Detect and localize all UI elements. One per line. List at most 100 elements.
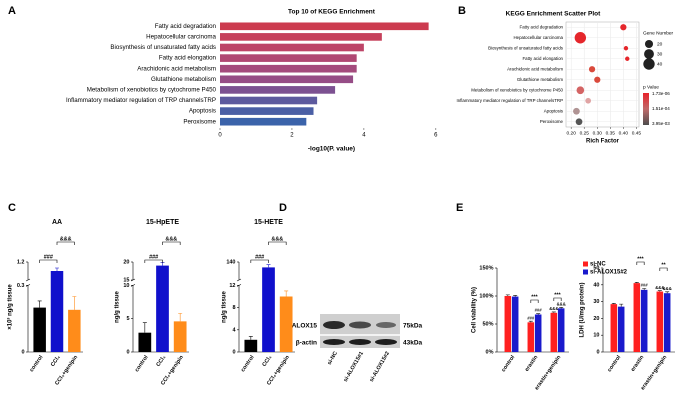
bar <box>220 75 354 84</box>
blot-band <box>349 321 371 329</box>
legend-symbol <box>644 39 654 49</box>
y-tick-label: 50% <box>482 321 493 327</box>
x-tick-label: 4 <box>362 133 366 139</box>
x-tick-label: 0.20 <box>567 130 577 136</box>
error-bar <box>37 300 42 308</box>
panel-letter: A <box>8 5 16 17</box>
significance-bracket <box>530 299 539 303</box>
significance-bracket <box>553 297 562 301</box>
y-tick-label: 0 <box>126 349 129 355</box>
y-tick-label: Metabolism of xenobiotics by cytochrome … <box>471 87 563 92</box>
error-bar <box>551 311 556 313</box>
legend-swatch <box>583 261 588 267</box>
legend-label: 1.73e-06 <box>652 91 670 96</box>
error-bar <box>266 264 271 268</box>
significance-label: &&& <box>165 236 177 242</box>
western-blot: ALOX15 β-actin 75kDa 43kDa si-NC si-ALOX… <box>292 314 423 383</box>
y-tick-label: Fatty acid elongation <box>522 56 563 61</box>
protein-label: ALOX15 <box>292 323 318 330</box>
y-tick-label: Apoptosis <box>544 108 564 113</box>
y-tick-label: Fatty acid degradation <box>520 24 564 29</box>
bar <box>220 107 314 115</box>
y-tick-label: Metabolism of xenobiotics by cytochrome … <box>87 87 217 94</box>
y-tick-label: Peroxisome <box>183 118 216 125</box>
significance-bracket <box>659 267 668 271</box>
y-tick-label: Glutathione metabolism <box>517 77 563 82</box>
y-tick-label: 8 <box>232 305 235 311</box>
significance-label: ### <box>149 254 158 260</box>
bar-symbol: ### <box>527 315 535 320</box>
bar <box>50 271 64 352</box>
bar <box>220 64 357 73</box>
point <box>585 97 592 104</box>
y-axis-label: Cell viability (%) <box>472 287 478 333</box>
y-tick-label: 0.3 <box>17 283 25 289</box>
significance-bracket <box>39 259 58 263</box>
significance-bracket <box>268 241 287 245</box>
legend-title: Gene Number <box>643 30 674 36</box>
y-tick-label: Apoptosis <box>189 108 216 115</box>
size-label: 43kDa <box>403 340 423 347</box>
error-bar <box>55 267 59 271</box>
x-tick-label: 0.25 <box>580 130 590 136</box>
size-label: 75kDa <box>403 323 423 330</box>
error-bar <box>248 336 253 340</box>
x-axis-label: Rich Factor <box>586 139 620 145</box>
bar <box>640 289 648 352</box>
error-bar <box>513 295 518 297</box>
legend-title: p Value <box>643 84 659 90</box>
y-tick-label: Glutathione metabolism <box>151 76 216 83</box>
chart-title: 15-HpETE <box>146 219 179 226</box>
x-tick-label: 0.35 <box>606 130 616 136</box>
significance-label: &&& <box>60 236 72 242</box>
bar <box>220 33 382 41</box>
bar <box>663 293 671 352</box>
bar <box>527 322 535 352</box>
y-tick-label: 15 <box>123 277 129 283</box>
y-tick-label: Peroxisome <box>540 119 564 124</box>
bar <box>617 306 625 352</box>
bar <box>534 314 542 352</box>
y-tick-label: Biosynthesis of unsaturated fatty acids <box>110 44 216 51</box>
bar <box>550 312 558 352</box>
bar <box>262 267 275 352</box>
bar <box>511 296 519 352</box>
bar-symbol: ### <box>535 308 543 313</box>
legend-label: 3.95e-03 <box>652 121 670 126</box>
y-tick-label: 1.2 <box>17 259 25 265</box>
y-tick-label: 10 <box>593 333 599 339</box>
blot-band <box>375 339 397 345</box>
x-tick-label: 0 <box>218 133 222 139</box>
bar-symbol: &&& <box>549 306 558 311</box>
error-bar <box>657 290 662 292</box>
bar <box>33 307 46 352</box>
significance-label: *** <box>531 294 538 300</box>
legend-label: 1.51e-04 <box>652 106 670 111</box>
x-tick-label: 0.30 <box>593 130 603 136</box>
significance-label: &&& <box>271 236 283 242</box>
y-tick-label: Fatty acid elongation <box>159 55 217 62</box>
chart-title: KEGG Enrichment Scatter Plot <box>506 11 601 18</box>
y-tick-label: 12 <box>229 283 235 289</box>
error-bar <box>665 291 670 294</box>
colorbar <box>643 93 649 125</box>
bar <box>610 304 618 352</box>
y-tick-label: 0 <box>232 349 235 355</box>
point <box>573 107 580 115</box>
significance-bracket <box>56 241 75 245</box>
bar <box>279 296 293 352</box>
y-axis-label: LDH (U/mg protein) <box>580 283 586 338</box>
point <box>623 46 629 51</box>
bar <box>220 43 364 52</box>
error-bar <box>528 320 533 323</box>
point <box>594 76 601 83</box>
significance-label: *** <box>554 292 561 298</box>
x-tick-label: 2 <box>290 133 294 139</box>
blot-band <box>323 321 345 329</box>
error-bar <box>559 307 564 309</box>
bar <box>220 96 318 105</box>
panel-letter: D <box>279 202 287 214</box>
y-tick-label: Biosynthesis of unsaturated fatty acids <box>488 45 564 50</box>
significance-label: ### <box>44 254 53 260</box>
